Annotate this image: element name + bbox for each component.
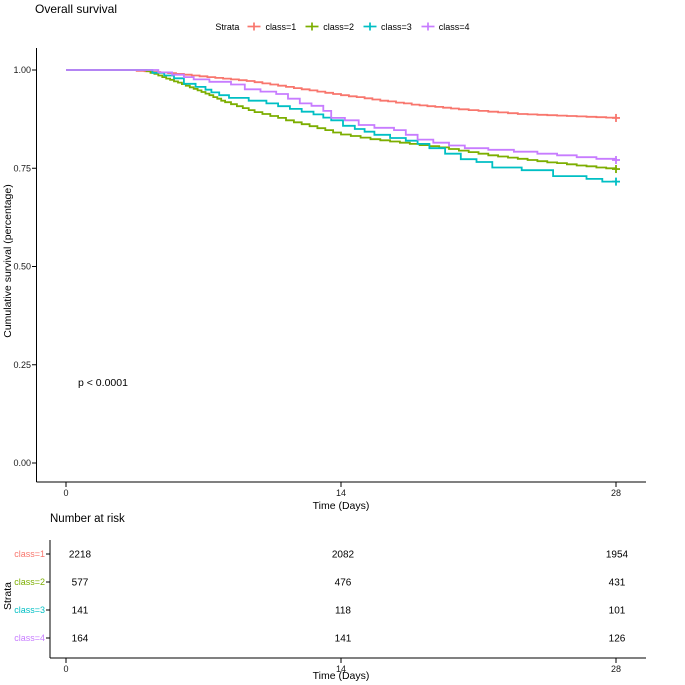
risk-count: 118 bbox=[335, 606, 351, 617]
risk-row-label-class-2: class=2 bbox=[14, 577, 45, 587]
risk-count: 431 bbox=[609, 578, 626, 589]
legend-key-plus-icon bbox=[363, 22, 377, 31]
legend-item-class-2: class=2 bbox=[304, 21, 354, 32]
risk-count: 476 bbox=[335, 578, 352, 589]
risk-count: 126 bbox=[609, 634, 626, 645]
risk-x-tick-label: 0 bbox=[63, 664, 68, 674]
x-tick-label: 14 bbox=[336, 488, 346, 498]
risk-row-label-class-3: class=3 bbox=[14, 605, 45, 615]
legend-item-label: class=3 bbox=[381, 21, 412, 32]
risk-count: 101 bbox=[609, 606, 626, 617]
risk-table-x-axis-title: Time (Days) bbox=[312, 670, 370, 682]
risk-count: 141 bbox=[72, 606, 89, 617]
y-tick-label: 0.25 bbox=[13, 360, 31, 370]
x-axis-title: Time (Days) bbox=[312, 500, 370, 512]
x-tick-label: 0 bbox=[63, 488, 68, 498]
risk-count: 2218 bbox=[69, 550, 92, 561]
risk-count: 164 bbox=[72, 634, 89, 645]
y-tick-label: 0.75 bbox=[13, 163, 31, 173]
risk-row-label-class-1: class=1 bbox=[14, 549, 45, 559]
y-tick-label: 0.00 bbox=[13, 458, 31, 468]
legend-item-class-4: class=4 bbox=[420, 21, 470, 32]
legend-item-label: class=1 bbox=[265, 21, 297, 32]
risk-x-tick-label: 28 bbox=[611, 664, 621, 674]
survival-curve-class-3 bbox=[66, 69, 616, 183]
number-at-risk-table: 0 14 28 class=1 2218 2082 1954 class=2 577 476 431… bbox=[14, 540, 646, 674]
x-tick-label: 28 bbox=[611, 488, 621, 498]
risk-count: 1954 bbox=[606, 550, 629, 561]
risk-row-label-class-4: class=4 bbox=[14, 633, 45, 643]
legend: Strata class=1 class=2 class=3 class=4 bbox=[0, 21, 685, 32]
risk-count: 141 bbox=[335, 634, 352, 645]
legend-key-plus-icon bbox=[421, 22, 435, 31]
legend-item-class-3: class=3 bbox=[362, 21, 412, 32]
risk-table-title: Number at risk bbox=[50, 513, 125, 525]
survival-curve-class-4 bbox=[66, 69, 617, 160]
legend-item-class-1: class=1 bbox=[246, 21, 296, 32]
legend-title: Strata bbox=[215, 21, 240, 32]
page-title: Overall survival bbox=[35, 2, 118, 16]
survival-curve-class-1 bbox=[66, 69, 617, 119]
y-tick-label: 1.00 bbox=[13, 65, 31, 75]
pvalue-annotation: p < 0.0001 bbox=[78, 377, 128, 389]
survival-chart: 1.00 0.75 0.50 0.25 0.00 0 14 28 bbox=[13, 48, 646, 498]
legend-item-label: class=2 bbox=[323, 21, 354, 32]
risk-x-tick-label: 14 bbox=[336, 664, 346, 674]
legend-item-label: class=4 bbox=[438, 21, 470, 32]
risk-count: 577 bbox=[72, 578, 89, 589]
legend-key-plus-icon bbox=[305, 22, 319, 31]
legend-key-plus-icon bbox=[247, 22, 261, 31]
y-tick-label: 0.50 bbox=[13, 262, 31, 272]
risk-count: 2082 bbox=[332, 550, 355, 561]
